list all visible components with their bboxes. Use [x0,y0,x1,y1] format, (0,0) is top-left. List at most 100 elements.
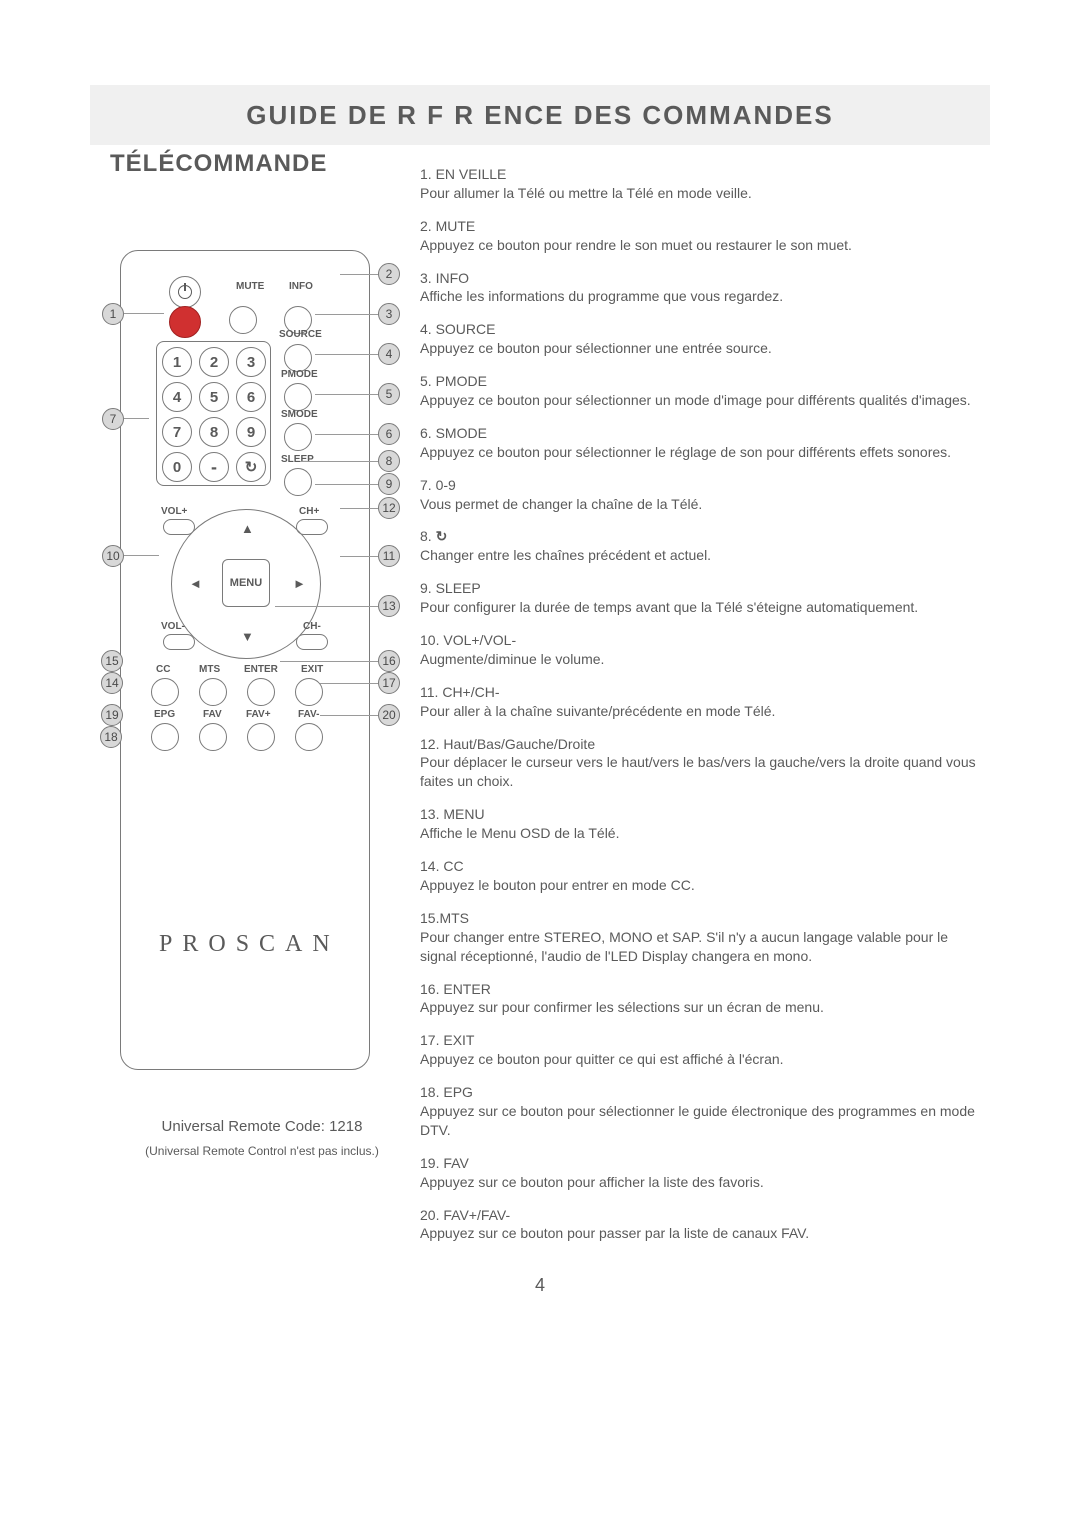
digit-0: 0 [162,452,192,482]
exit-label: EXIT [301,664,323,675]
fav-plus-button [247,723,275,751]
callout-2: 2 [378,263,400,285]
callout-18: 18 [100,726,122,748]
callout-12: 12 [378,497,400,519]
desc-2: 2. MUTE Appuyez ce bouton pour rendre le… [420,217,980,255]
footer-note: (Universal Remote Control n'est pas incl… [122,1144,402,1158]
callout-line [315,484,378,485]
digit-4: 4 [162,382,192,412]
callout-17: 17 [378,672,400,694]
callout-line [315,354,378,355]
callout-13: 13 [378,595,400,617]
fav-label: FAV [203,709,222,720]
loop-icon: ↻ [245,458,258,476]
fav-minus-label: FAV- [298,709,319,720]
desc-7: 7. 0-9 Vous permet de changer la chaîne … [420,476,980,514]
callout-line [124,418,149,419]
digit-6: 6 [236,382,266,412]
enter-label: ENTER [244,664,278,675]
footer-code: Universal Remote Code: 1218 [122,1118,402,1135]
sleep-label: SLEEP [281,454,314,465]
callout-3: 3 [378,303,400,325]
menu-button: MENU [222,559,270,607]
desc-16: 16. ENTER Appuyez sur pour confirmer les… [420,980,980,1018]
callout-9: 9 [378,473,400,495]
callout-line [320,715,378,716]
callout-line [275,606,378,607]
cc-button [151,678,179,706]
ch-minus-label: CH- [303,621,321,632]
vol-minus-label: VOL- [161,621,185,632]
smode-button [284,423,312,451]
brand-logo: PROSCAN [159,931,340,958]
pmode-label: PMODE [281,369,318,380]
callout-4: 4 [378,343,400,365]
descriptions-column: 1. EN VEILLE Pour allumer la Télé ou met… [420,165,980,1257]
number-pad: 1 2 3 4 5 6 7 8 9 0 - ↻ [156,341,271,486]
digit-8: 8 [199,417,229,447]
smode-label: SMODE [281,409,318,420]
page-number: 4 [0,1275,1080,1296]
pmode-button [284,383,312,411]
desc-18: 18. EPG Appuyez sur ce bouton pour sélec… [420,1083,980,1140]
callout-5: 5 [378,383,400,405]
digit-1: 1 [162,347,192,377]
desc-10: 10. VOL+/VOL- Augmente/diminue le volume… [420,631,980,669]
callout-14: 14 [101,672,123,694]
arrow-up-icon: ▲ [241,521,254,536]
desc-11: 11. CH+/CH- Pour aller à la chaîne suiva… [420,683,980,721]
ch-plus-label: CH+ [299,506,319,517]
desc-4: 4. SOURCE Appuyez ce bouton pour sélecti… [420,320,980,358]
arrow-right-icon: ► [293,576,306,591]
desc-12: 12. Haut/Bas/Gauche/Droite Pour déplacer… [420,735,980,792]
mute-button [229,306,257,334]
mute-label: MUTE [236,281,264,292]
cc-label: CC [156,664,170,675]
sleep-button [284,468,312,496]
callout-line [340,508,378,509]
digit-2: 2 [199,347,229,377]
callout-line [315,434,378,435]
fav-minus-button [295,723,323,751]
arrow-down-icon: ▼ [241,629,254,644]
desc-17: 17. EXIT Appuyez ce bouton pour quitter … [420,1031,980,1069]
callout-line [320,683,378,684]
desc-20: 20. FAV+/FAV- Appuyez sur ce bouton pour… [420,1206,980,1244]
epg-label: EPG [154,709,175,720]
callout-19: 19 [101,704,123,726]
desc-6: 6. SMODE Appuyez ce bouton pour sélectio… [420,424,980,462]
callout-1: 1 [102,303,124,325]
enter-button [247,678,275,706]
desc-3: 3. INFO Affiche les informations du prog… [420,269,980,307]
callout-line [340,556,378,557]
callout-10: 10 [102,545,124,567]
source-label: SOURCE [279,329,322,340]
mts-button [199,678,227,706]
callout-line [340,274,378,275]
callout-6: 6 [378,423,400,445]
page-title: GUIDE DE R F R ENCE DES COMMANDES [246,100,834,131]
title-bar: GUIDE DE R F R ENCE DES COMMANDES [90,85,990,145]
red-button [169,306,201,338]
ch-minus-button [296,634,328,650]
callout-line [315,314,378,315]
desc-14: 14. CC Appuyez le bouton pour entrer en … [420,857,980,895]
callout-7: 7 [102,408,124,430]
arrow-left-icon: ◄ [189,576,202,591]
loop-button: ↻ [236,452,266,482]
callout-line [124,313,164,314]
power-button [169,276,201,308]
digit-5: 5 [199,382,229,412]
source-button [284,344,312,372]
callout-line [315,394,378,395]
desc-8: 8. ↻ Changer entre les chaînes précédent… [420,527,980,565]
digit-7: 7 [162,417,192,447]
fav-button [199,723,227,751]
digit-9: 9 [236,417,266,447]
digit-3: 3 [236,347,266,377]
desc-15: 15.MTS Pour changer entre STEREO, MONO e… [420,909,980,966]
callout-line [124,555,159,556]
power-icon [178,285,192,299]
desc-13: 13. MENU Affiche le Menu OSD de la Télé. [420,805,980,843]
callout-line [280,661,378,662]
